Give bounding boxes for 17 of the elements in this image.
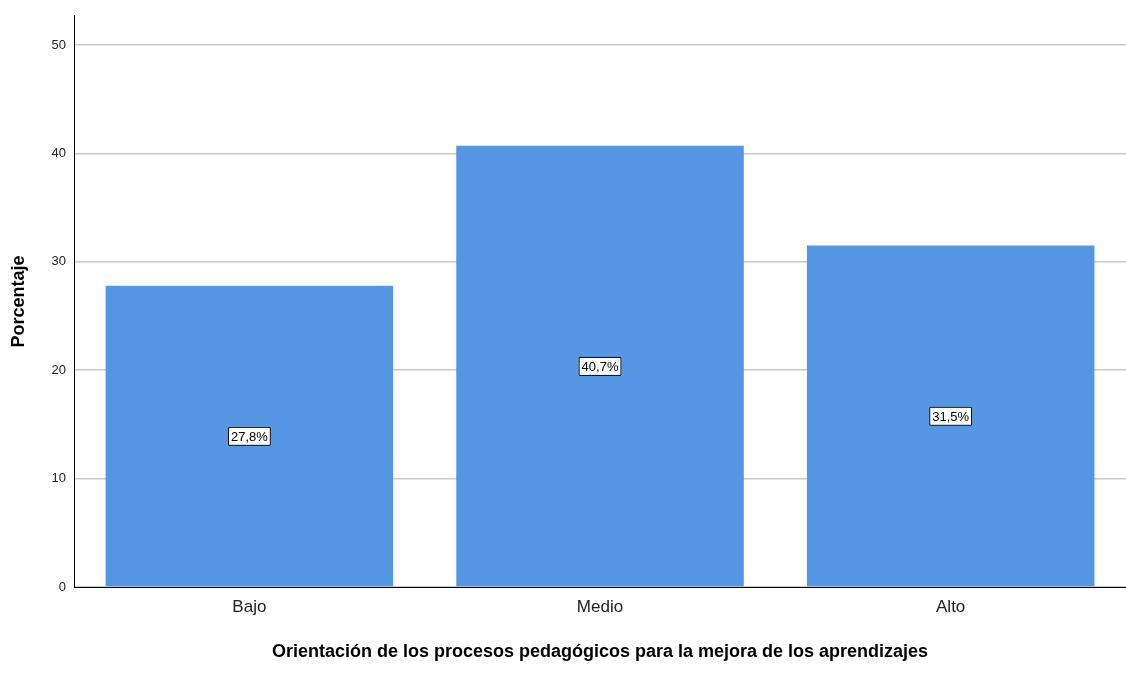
data-label: 40,7% bbox=[581, 359, 619, 375]
data-label: 31,5% bbox=[932, 408, 970, 424]
y-tick-label: 0 bbox=[58, 578, 67, 594]
bar bbox=[456, 145, 744, 587]
y-tick-label: 50 bbox=[51, 36, 67, 52]
y-tick-label: 30 bbox=[51, 253, 67, 269]
x-tick-label: Alto bbox=[936, 596, 966, 616]
y-tick-label: 10 bbox=[51, 470, 67, 486]
y-axis-title: Porcentaje bbox=[7, 255, 28, 348]
x-axis-title: Orientación de los procesos pedagógicos para la mejora de los aprendizajes bbox=[271, 641, 929, 662]
y-tick-label: 20 bbox=[51, 361, 67, 377]
bar bbox=[806, 245, 1095, 587]
bar bbox=[105, 285, 394, 587]
x-tick-label: Bajo bbox=[232, 596, 267, 616]
x-tick-label: Medio bbox=[576, 596, 624, 616]
y-tick-label: 40 bbox=[51, 145, 67, 161]
data-label: 27,8% bbox=[230, 428, 269, 444]
